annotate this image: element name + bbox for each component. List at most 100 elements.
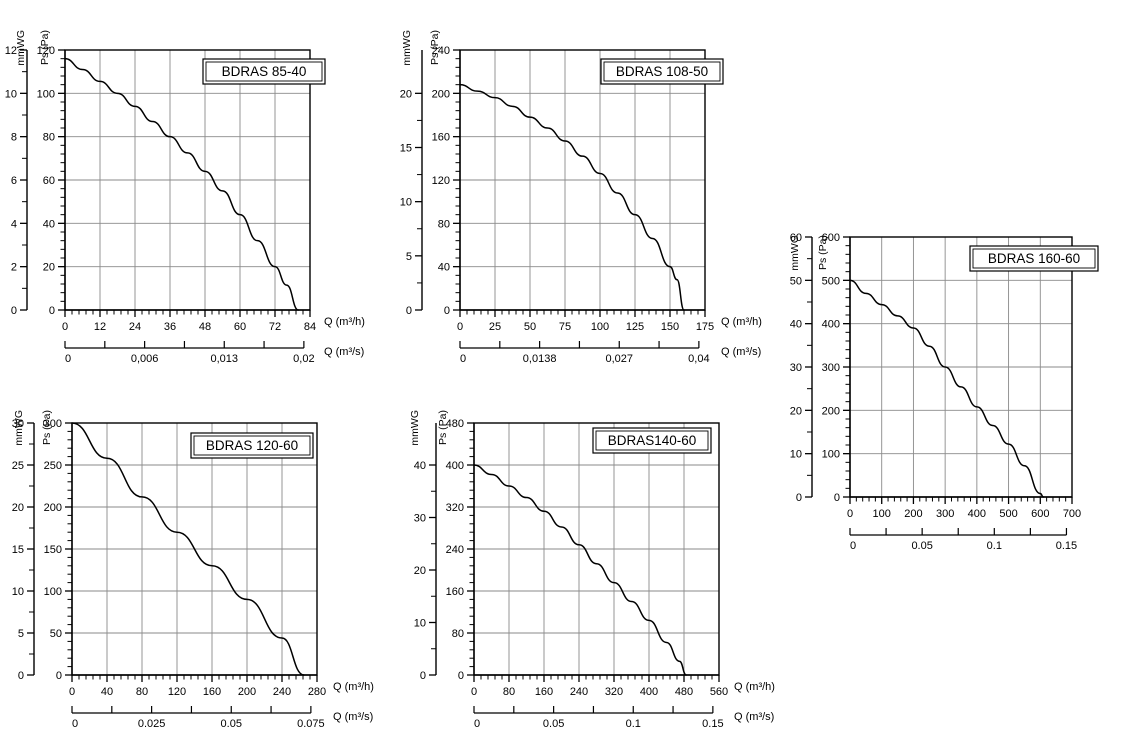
y-tick-label: 300 [822, 362, 840, 374]
y-axis-title: Ps (Pa) [437, 410, 449, 445]
y-tick-label: 400 [446, 460, 464, 472]
y2-tick-label: 2 [11, 262, 17, 274]
y-tick-label: 20 [43, 262, 55, 274]
y-tick-label: 480 [446, 418, 464, 430]
y2-axis-title: mmWG [15, 30, 27, 66]
x-tick-label: 80 [136, 686, 148, 698]
x-tick-label: 160 [535, 686, 553, 698]
y2-axis-title: mmWG [13, 410, 25, 446]
y-tick-label: 80 [43, 132, 55, 144]
x-tick-label: 100 [591, 321, 609, 333]
y-axis-title: Ps (Pa) [39, 30, 51, 65]
chart-title: BDRAS 108-50 [616, 64, 708, 79]
y2-tick-label: 6 [11, 175, 17, 187]
y-tick-label: 300 [44, 418, 62, 430]
x2-tick-label: 0,027 [605, 353, 633, 365]
y2-tick-label: 5 [18, 628, 24, 640]
x-tick-label: 480 [675, 686, 693, 698]
y2-tick-label: 10 [5, 88, 17, 100]
x2-tick-label: 0 [65, 353, 71, 365]
y-tick-label: 250 [44, 460, 62, 472]
y2-tick-label: 40 [414, 460, 426, 472]
x2-tick-label: 0 [474, 718, 480, 730]
y-tick-label: 80 [438, 218, 450, 230]
x-tick-label: 320 [605, 686, 623, 698]
x-tick-label: 75 [559, 321, 571, 333]
chart-svg-bdras-160-60: mmWG Ps (Pa) 010020030040050060001020304… [789, 232, 1099, 552]
x2-axis-unit-m3s: Q (m³/s) [734, 711, 774, 723]
x2-axis-unit-m3s: Q (m³/s) [324, 346, 364, 358]
x-tick-label: 48 [199, 321, 211, 333]
x-tick-label: 50 [524, 321, 536, 333]
y-axis-mmwg: 0 2 4 6 8 10 12 [5, 45, 28, 317]
x-tick-label: 12 [94, 321, 106, 333]
y-tick-label: 400 [822, 319, 840, 331]
x-tick-label: 160 [203, 686, 221, 698]
y2-tick-label: 60 [790, 232, 802, 244]
chart-svg-bdras-140-60: mmWG Ps (Pa) 080160240320400480010203040… [409, 410, 775, 730]
y2-axis-title: mmWG [401, 30, 413, 66]
grid [460, 49, 706, 310]
x-tick-label: 0 [457, 321, 463, 333]
primary-y-axis-title-group: Ps (Pa) [39, 30, 51, 65]
y-axis-mmwg: 0 10 20 30 40 50 60 [790, 232, 813, 504]
y-tick-label: 200 [432, 88, 450, 100]
x-tick-label: 500 [999, 508, 1017, 520]
x-tick-label: 700 [1063, 508, 1081, 520]
y-axis-ps: 0 20 40 60 80 100 120 [37, 45, 66, 317]
y-axis-title: Ps (Pa) [41, 410, 53, 445]
y-tick-label: 80 [452, 628, 464, 640]
x2-tick-label: 0.05 [221, 718, 242, 730]
x2-tick-label: 0,006 [131, 353, 159, 365]
x-tick-label: 240 [570, 686, 588, 698]
x2-tick-label: 0 [850, 540, 856, 552]
x-tick-label: 100 [873, 508, 891, 520]
x-tick-label: 0 [847, 508, 853, 520]
y2-tick-label: 20 [414, 565, 426, 577]
y-tick-label: 200 [822, 405, 840, 417]
x-tick-label: 240 [273, 686, 291, 698]
chart-title: BDRAS 120-60 [206, 438, 298, 453]
performance-curve [473, 464, 687, 676]
y2-tick-label: 0 [11, 305, 17, 317]
y-tick-label: 0 [49, 305, 55, 317]
y-tick-label: 240 [446, 544, 464, 556]
x2-tick-label: 0.05 [911, 540, 932, 552]
x-axis-m3s: 0 0.05 0.1 0.15 [473, 706, 724, 730]
y-axis-ps: 0 100 200 300 400 500 600 [822, 232, 851, 504]
y-tick-label: 160 [446, 586, 464, 598]
x-axis-m3h: 0 40 80 120 160 200 240 280 [69, 674, 326, 698]
x2-tick-label: 0,02 [293, 353, 314, 365]
chart-bdras-108-50: mmWG Ps (Pa) 0 40 80 120 160 200 240 0 5 10 15 20 0 2… [388, 0, 778, 365]
y-tick-label: 150 [44, 544, 62, 556]
x2-axis-unit-m3s: Q (m³/s) [721, 346, 761, 358]
y-tick-label: 0 [444, 305, 450, 317]
x-axis-unit-m3h: Q (m³/h) [734, 681, 775, 693]
y2-tick-label: 20 [400, 88, 412, 100]
x2-tick-label: 0 [72, 718, 78, 730]
x2-axis-unit-m3s: Q (m³/s) [333, 711, 373, 723]
y-tick-label: 120 [432, 175, 450, 187]
x-axis-m3h: 0 80 160 240 320 400 480 560 [471, 674, 728, 698]
x-axis-unit-m3h: Q (m³/h) [324, 316, 365, 328]
title-badge-bdras-120-60: BDRAS 120-60 [190, 432, 314, 459]
x-axis-m3h: 0 25 50 75 100 125 150 175 [457, 309, 714, 333]
y-axis-title: Ps (Pa) [429, 30, 441, 65]
performance-curve [459, 83, 685, 311]
y-tick-label: 0 [56, 670, 62, 682]
y-tick-label: 0 [458, 670, 464, 682]
y2-tick-label: 15 [400, 143, 412, 155]
x-tick-label: 84 [304, 321, 316, 333]
y2-tick-label: 15 [12, 544, 24, 556]
x-axis-m3s: 0 0.025 0.05 0.075 [71, 706, 325, 730]
y-tick-label: 50 [50, 628, 62, 640]
x-axis-unit-m3h: Q (m³/h) [721, 316, 762, 328]
chart-bdras-160-60: mmWG Ps (Pa) 0 100 200 300 400 500 600 0 10 20 30 4… [776, 185, 1124, 555]
x-tick-label: 300 [936, 508, 954, 520]
x2-tick-label: 0.075 [297, 718, 325, 730]
y-tick-label: 600 [822, 232, 840, 244]
x2-tick-label: 0,013 [210, 353, 238, 365]
